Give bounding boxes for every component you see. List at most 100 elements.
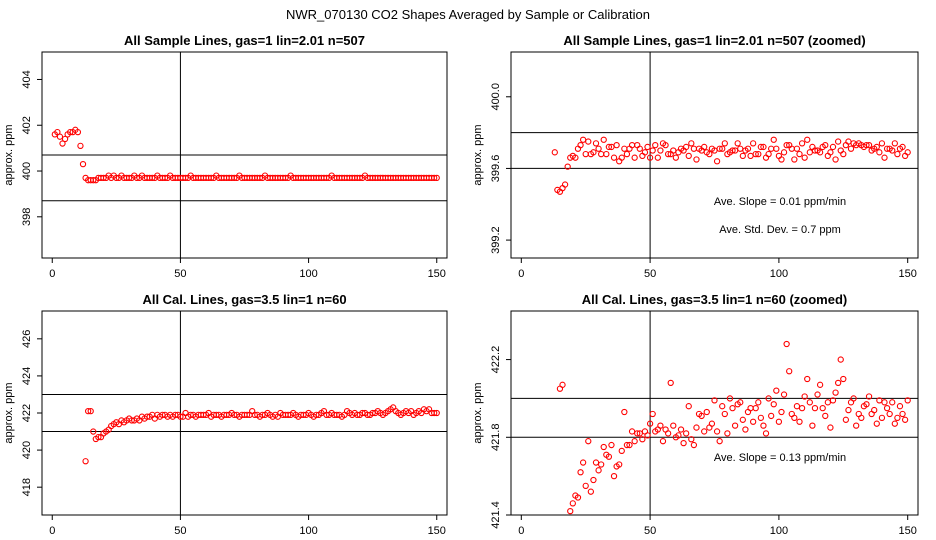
data-point (100, 174, 107, 182)
y-tick-label: 398 (21, 208, 33, 226)
data-point (829, 143, 837, 151)
data-point (853, 422, 860, 429)
data-point (113, 174, 120, 182)
data-point (757, 414, 765, 422)
x-tick-label: 150 (899, 268, 917, 280)
data-point (561, 181, 569, 188)
y-tick-label: 404 (21, 70, 33, 88)
data-point (845, 406, 852, 414)
x-tick-label: 0 (49, 525, 55, 537)
data-point (585, 438, 592, 445)
data-point (881, 399, 888, 406)
y-tick-label: 402 (21, 116, 33, 134)
data-point (798, 404, 806, 412)
data-point (829, 397, 837, 404)
data-point (683, 430, 690, 437)
data-point (323, 174, 330, 182)
data-point (760, 143, 767, 151)
data-point (780, 149, 788, 156)
data-point (590, 476, 597, 484)
y-tick-label: 399.6 (490, 155, 502, 183)
data-point (77, 142, 84, 149)
data-point (811, 404, 819, 412)
data-point (842, 416, 850, 423)
data-point (592, 140, 600, 147)
data-point (873, 420, 880, 427)
data-point (600, 136, 607, 143)
data-point (56, 133, 64, 140)
x-tick-label: 150 (899, 525, 917, 537)
data-point (796, 418, 803, 425)
data-point (770, 136, 777, 143)
data-point (82, 458, 89, 465)
data-point (822, 141, 829, 149)
data-point (677, 426, 685, 433)
data-point (711, 397, 718, 404)
data-point (775, 418, 783, 425)
data-point (726, 395, 734, 402)
data-point (585, 138, 592, 145)
data-points (82, 404, 440, 465)
data-point (791, 414, 798, 422)
data-point (639, 436, 646, 443)
y-tick-label: 421.4 (490, 501, 502, 529)
data-point (780, 391, 788, 398)
x-tick-label: 50 (174, 525, 186, 537)
x-tick-label: 100 (299, 268, 317, 280)
data-point (742, 426, 749, 433)
data-point (595, 145, 602, 152)
data-point (765, 150, 772, 158)
data-point (904, 397, 911, 404)
y-tick-label: 400.0 (490, 83, 502, 111)
data-point (731, 422, 739, 429)
data-points (556, 340, 911, 515)
data-point (95, 433, 102, 441)
data-point (572, 154, 579, 161)
y-tick-label: 424 (21, 367, 33, 385)
data-point (90, 177, 97, 184)
x-tick-label: 100 (770, 525, 788, 537)
y-tick-label: 422 (21, 404, 33, 422)
data-point (688, 436, 695, 443)
data-point (822, 412, 829, 420)
data-point (778, 156, 785, 163)
y-tick-label: 399.2 (490, 226, 502, 254)
data-point (721, 140, 728, 147)
data-point (659, 438, 667, 445)
data-point (603, 150, 610, 158)
plot-frame (510, 51, 919, 259)
data-point (744, 145, 752, 152)
data-point (569, 500, 576, 507)
data-point (878, 414, 886, 422)
panel-title: All Sample Lines, gas=1 lin=2.01 n=507 (… (563, 33, 865, 48)
data-point (567, 507, 574, 515)
data-point (644, 143, 651, 151)
data-point (628, 428, 636, 435)
x-tick-label: 0 (49, 268, 55, 280)
y-tick-label: 418 (21, 478, 33, 496)
data-point (806, 399, 813, 406)
data-point (737, 399, 744, 406)
data-point (703, 408, 710, 416)
data-point (433, 174, 440, 182)
data-point (716, 438, 723, 445)
data-point (863, 141, 870, 149)
data-point (713, 158, 721, 165)
data-point (256, 174, 264, 182)
data-point (863, 401, 870, 408)
data-point (840, 375, 847, 383)
data-point (762, 430, 770, 437)
slope-annotation: Ave. Slope = 0.13 ppm/min (714, 452, 846, 464)
panel-title: All Sample Lines, gas=1 lin=2.01 n=507 (124, 33, 365, 48)
data-point (644, 432, 651, 439)
data-point (834, 138, 842, 145)
data-point (858, 414, 865, 422)
data-point (819, 404, 826, 412)
x-tick-label: 50 (644, 268, 656, 280)
data-point (683, 143, 690, 151)
data-point (631, 438, 638, 445)
data-point (664, 150, 672, 158)
data-point (796, 150, 803, 158)
data-point (618, 154, 625, 161)
data-point (816, 381, 824, 388)
